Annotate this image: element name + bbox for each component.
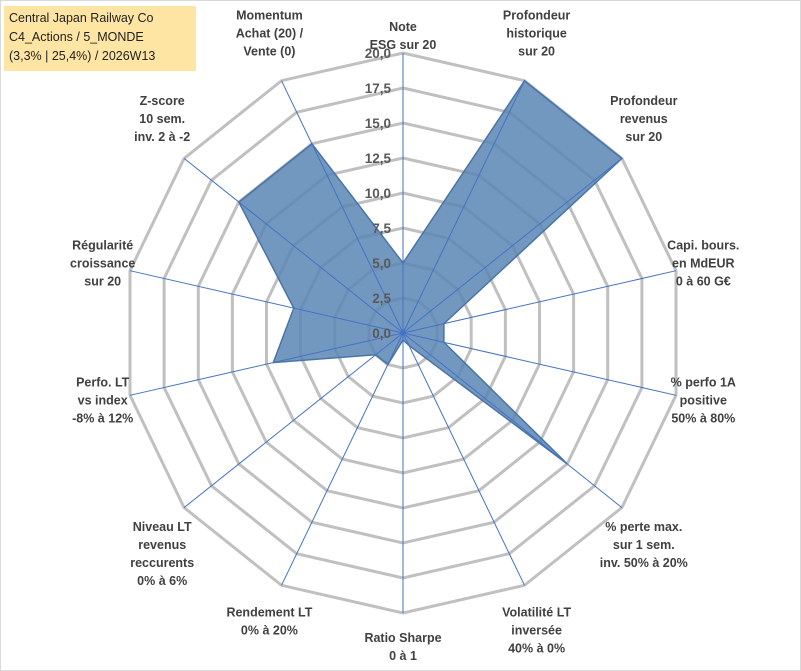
axis-label: Note ESG sur 20 [370, 20, 437, 52]
axis-label: Momentum Achat (20) / Vente (0) [236, 9, 304, 59]
axis-label: Z-score 10 sem. inv. 2 à -2 [134, 94, 190, 144]
title-company: Central Japan Railway Co [9, 11, 154, 25]
axis-label: Ratio Sharpe 0 à 1 [364, 631, 441, 663]
tick-label: 17,5 [365, 81, 392, 96]
axis-label: Profondeur revenus sur 20 [610, 94, 677, 144]
radar-tick-labels: 0,0 2,5 5,0 7,5 10,0 12,5 15,0 17,5 20,0 [365, 46, 392, 341]
axis-spoke [402, 332, 623, 508]
tick-label: 10,0 [365, 186, 391, 201]
axis-spoke [183, 158, 404, 334]
axis-label: Niveau LT revenus reccurents 0% à 6% [130, 520, 194, 588]
axis-spoke [129, 270, 404, 334]
radar-axis-labels: Note ESG sur 20 Profondeur historique sur 20… [70, 9, 739, 664]
axis-label: Rendement LT 0% à 20% [226, 606, 312, 638]
axis-label: Profondeur historique sur 20 [503, 9, 570, 59]
tick-label: 7,5 [372, 221, 391, 236]
title-stats: (3,3% | 25,4%) / 2026W13 [9, 49, 156, 63]
tick-label: 15,0 [365, 116, 391, 131]
axis-spoke [129, 332, 404, 396]
axis-spoke [281, 80, 404, 334]
tick-label: 5,0 [372, 256, 391, 271]
title-category: C4_Actions / 5_MONDE [9, 30, 144, 44]
tick-label: 20,0 [365, 46, 391, 61]
axis-label: % perfo 1A positive 50% à 80% [671, 376, 736, 426]
axis-label: Volatilité LT inversée 40% à 0% [502, 606, 571, 656]
chart-title-box: Central Japan Railway Co C4_Actions / 5_… [4, 6, 196, 71]
axis-label: Régularité croissance sur 20 [70, 239, 135, 289]
axis-spoke [281, 332, 404, 586]
axis-spoke [402, 80, 525, 334]
tick-label: 2,5 [372, 291, 391, 306]
axis-spoke [183, 332, 404, 508]
axis-spoke [402, 332, 677, 396]
axis-label: % perte max. sur 1 sem. inv. 50% à 20% [600, 520, 688, 570]
axis-spoke [402, 158, 623, 334]
axis-spoke [402, 270, 677, 334]
axis-label: Perfo. LT vs index -8% à 12% [72, 376, 133, 426]
tick-label: 12,5 [365, 151, 392, 166]
axis-label: Capi. bours. en MdEUR 0 à 60 G€ [667, 239, 739, 289]
tick-label: 0,0 [372, 326, 391, 341]
radar-spokes [129, 53, 677, 613]
axis-spoke [402, 332, 525, 586]
